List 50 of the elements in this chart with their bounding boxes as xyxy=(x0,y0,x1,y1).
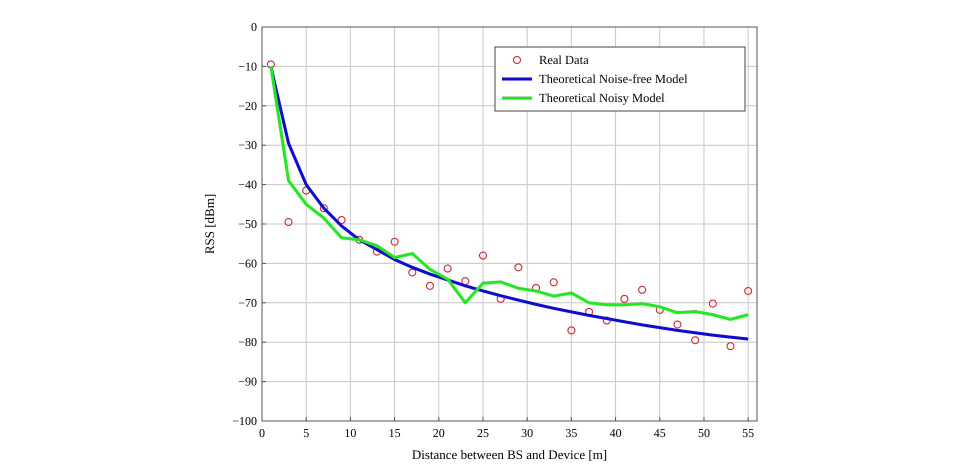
point xyxy=(372,248,381,256)
x-tick-label: 25 xyxy=(476,426,489,440)
point xyxy=(320,204,328,212)
x-tick-label: 5 xyxy=(303,426,310,440)
y-axis-title: RSS [dBm] xyxy=(202,194,217,254)
y-tick-label: −100 xyxy=(232,414,257,428)
point xyxy=(673,320,682,328)
point xyxy=(408,268,416,276)
x-tick-label: 40 xyxy=(610,426,622,440)
x-tick-label: 50 xyxy=(698,426,710,440)
y-tick-label: −50 xyxy=(238,217,257,231)
y-tick-label: −40 xyxy=(238,178,257,192)
point xyxy=(355,236,364,244)
x-tick-label: 55 xyxy=(742,426,754,440)
y-tick-label: −80 xyxy=(238,335,257,350)
point xyxy=(444,264,452,273)
point xyxy=(514,263,522,272)
point xyxy=(708,300,717,308)
x-tick-label: 20 xyxy=(432,426,445,440)
y-tick-label: −20 xyxy=(238,98,257,113)
y-tick-label: −30 xyxy=(238,138,257,152)
y-tick-label: −70 xyxy=(238,296,257,310)
point xyxy=(638,286,646,294)
point xyxy=(426,282,434,290)
legend-label: Real Data xyxy=(539,53,590,67)
y-tick-label: −10 xyxy=(238,59,257,74)
point xyxy=(550,278,558,286)
point xyxy=(744,286,752,295)
point xyxy=(338,216,346,224)
point xyxy=(284,218,293,226)
point xyxy=(691,336,700,344)
y-tick-label: −90 xyxy=(238,374,257,389)
point xyxy=(461,277,470,286)
x-axis-title: Distance between BS and Device [m] xyxy=(412,447,608,462)
point xyxy=(602,316,611,325)
point xyxy=(567,326,576,334)
x-tick-label: 15 xyxy=(388,426,401,440)
y-tick-label: −60 xyxy=(238,256,257,270)
legend-label: Theoretical Noise-free Model xyxy=(539,72,688,86)
point xyxy=(478,252,487,260)
y-tick-label: 0 xyxy=(251,20,257,34)
point xyxy=(266,60,275,68)
x-tick-label: 10 xyxy=(344,426,356,440)
point xyxy=(620,294,628,303)
point xyxy=(726,342,734,350)
x-tick-label: 45 xyxy=(654,426,666,440)
x-tick-label: 35 xyxy=(565,426,578,440)
point xyxy=(390,238,399,246)
x-tick-label: 30 xyxy=(521,426,534,440)
legend-label: Theoretical Noisy Model xyxy=(539,91,666,105)
